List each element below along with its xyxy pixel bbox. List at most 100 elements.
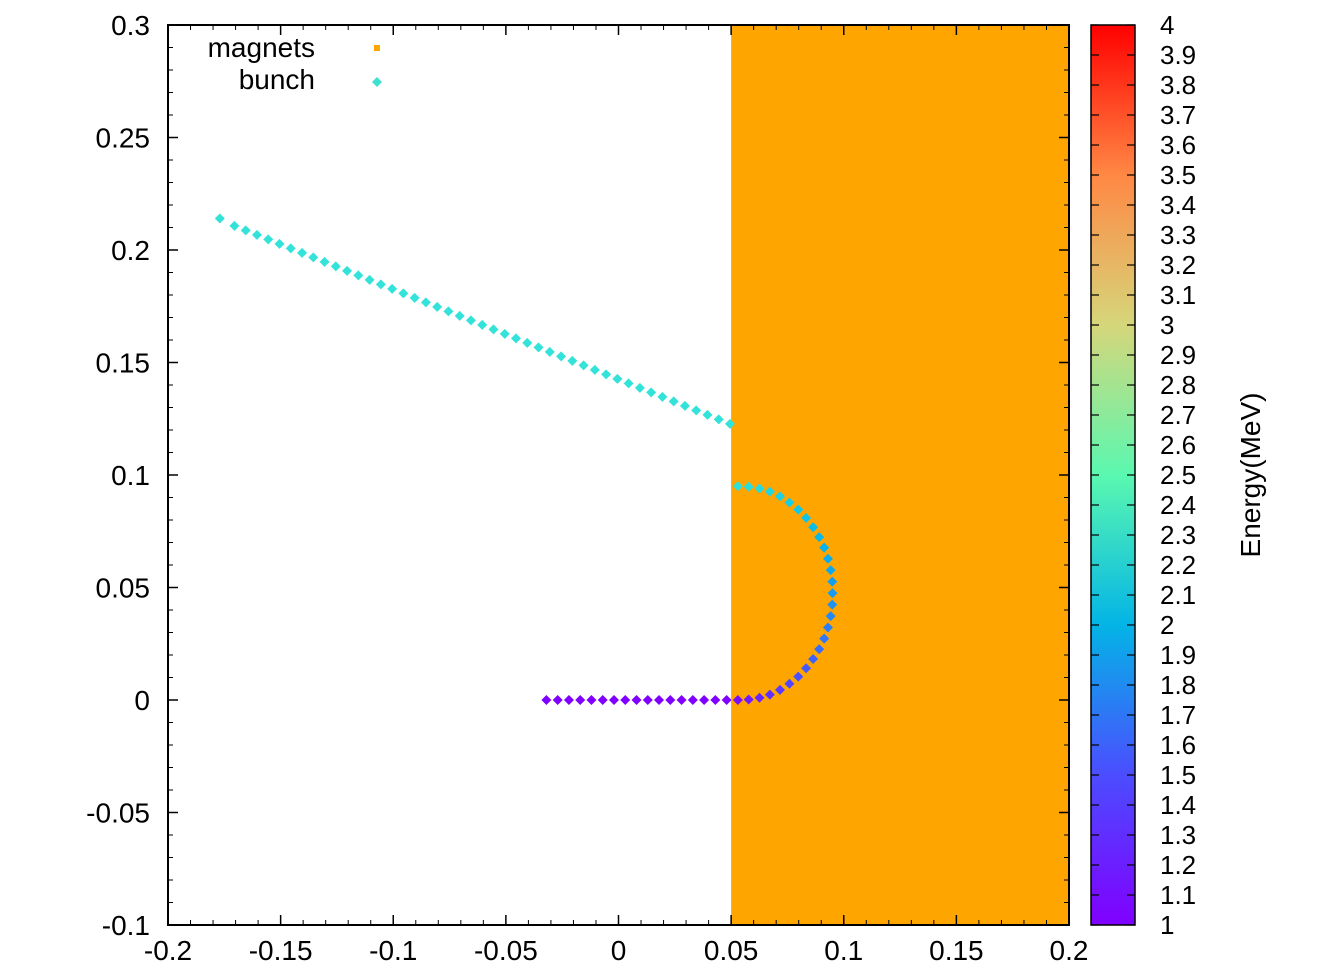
bunch-point — [556, 351, 567, 362]
bunch-point — [477, 319, 488, 330]
bunch-point — [465, 315, 476, 326]
bunch-point — [646, 387, 657, 398]
x-tick-label: 0.05 — [704, 935, 759, 964]
bunch-points — [214, 213, 838, 705]
bunch-point — [699, 695, 710, 705]
colorbar-tick-label: 2.9 — [1160, 340, 1196, 370]
colorbar-tick-label: 3.8 — [1160, 70, 1196, 100]
bunch-point — [409, 292, 420, 303]
bunch-point — [764, 486, 775, 497]
bunch-point — [612, 373, 623, 384]
colorbar-tick-label: 1.4 — [1160, 790, 1196, 820]
bunch-point — [623, 378, 634, 389]
bunch-point — [819, 542, 830, 553]
bunch-point — [308, 252, 319, 263]
bunch-point — [263, 234, 274, 245]
magnets-region — [731, 25, 1069, 925]
bunch-point — [387, 283, 398, 294]
bunch-point — [764, 689, 775, 700]
colorbar-tick-label: 3.6 — [1160, 130, 1196, 160]
bunch-point — [743, 694, 754, 705]
bunch-point — [443, 306, 454, 317]
colorbar-tick-label: 2.5 — [1160, 460, 1196, 490]
bunch-point — [420, 297, 431, 308]
bunch-point — [825, 565, 836, 576]
bunch-point — [743, 481, 754, 492]
bunch-point — [533, 342, 544, 353]
colorbar-tick-label: 3.2 — [1160, 250, 1196, 280]
bunch-point — [642, 695, 653, 705]
colorbar-tick-label: 2.4 — [1160, 490, 1196, 520]
bunch-point — [822, 622, 833, 633]
colorbar-tick-label: 1 — [1160, 910, 1174, 940]
bunch-point — [274, 238, 285, 249]
bunch-point — [214, 213, 225, 224]
bunch-point — [825, 611, 836, 622]
bunch-point — [676, 695, 687, 705]
bunch-point — [597, 695, 608, 705]
bunch-point — [657, 391, 668, 402]
bunch-point — [721, 695, 732, 705]
legend-label-magnets: magnets — [208, 32, 315, 63]
bunch-point — [827, 576, 838, 587]
colorbar-tick-label: 1.5 — [1160, 760, 1196, 790]
bunch-point — [732, 481, 743, 492]
bunch-point — [801, 512, 812, 523]
bunch-point — [822, 553, 833, 564]
bunch-point — [814, 532, 825, 543]
bunch-point — [578, 360, 589, 371]
bunch-point — [702, 409, 713, 420]
bunch-point — [601, 369, 612, 380]
bunch-point — [432, 301, 443, 312]
colorbar-tick-label: 4 — [1160, 10, 1174, 40]
colorbar-ticks: 11.11.21.31.41.51.61.71.81.922.12.22.32.… — [1091, 10, 1196, 940]
colorbar-label: Energy(MeV) — [1235, 393, 1266, 558]
bunch-point — [827, 588, 838, 599]
bunch-point — [488, 324, 499, 335]
colorbar-tick-label: 2.6 — [1160, 430, 1196, 460]
colorbar-tick-label: 1.3 — [1160, 820, 1196, 850]
bunch-point — [793, 671, 804, 682]
bunch-point — [364, 274, 375, 285]
x-tick-label: -0.05 — [474, 935, 538, 964]
bunch-point — [668, 396, 679, 407]
bunch-point — [563, 695, 574, 705]
bunch-point — [724, 418, 735, 429]
legend-marker-bunch — [372, 77, 382, 87]
bunch-point — [251, 229, 262, 240]
x-tick-label: 0.1 — [824, 935, 863, 964]
y-tick-label: 0.05 — [96, 573, 151, 604]
x-tick-label: -0.1 — [369, 935, 417, 964]
colorbar-tick-label: 1.6 — [1160, 730, 1196, 760]
y-tick-label: -0.05 — [86, 798, 150, 829]
y-tick-label: 0 — [134, 685, 150, 716]
x-tick-label: 0.2 — [1050, 935, 1089, 964]
bunch-point — [567, 355, 578, 366]
bunch-point — [589, 364, 600, 375]
bunch-point — [814, 644, 825, 655]
bunch-point — [330, 261, 341, 272]
bunch-point — [631, 695, 642, 705]
y-axis-ticks: -0.1 -0.05 0 0.05 0.1 0.15 0.2 0.25 0.3 — [86, 10, 1069, 941]
bunch-point — [710, 695, 721, 705]
legend: magnets bunch — [208, 32, 382, 95]
colorbar-tick-label: 2.7 — [1160, 400, 1196, 430]
colorbar-tick-label: 3 — [1160, 310, 1174, 340]
colorbar-tick-label: 3.9 — [1160, 40, 1196, 70]
bunch-point — [713, 414, 724, 425]
bunch-point — [285, 243, 296, 254]
bunch-point — [808, 654, 819, 665]
bunch-point — [353, 270, 364, 281]
x-tick-label: 0 — [611, 935, 627, 964]
bunch-point — [654, 695, 665, 705]
colorbar-tick-label: 2 — [1160, 610, 1174, 640]
colorbar-tick-label: 1.8 — [1160, 670, 1196, 700]
legend-label-bunch: bunch — [239, 64, 315, 95]
bunch-point — [575, 695, 586, 705]
bunch-point — [819, 633, 830, 644]
bunch-point — [754, 692, 765, 703]
bunch-point — [784, 497, 795, 508]
colorbar-tick-label: 1.1 — [1160, 880, 1196, 910]
bunch-point — [634, 382, 645, 393]
y-tick-label: 0.25 — [96, 123, 151, 154]
